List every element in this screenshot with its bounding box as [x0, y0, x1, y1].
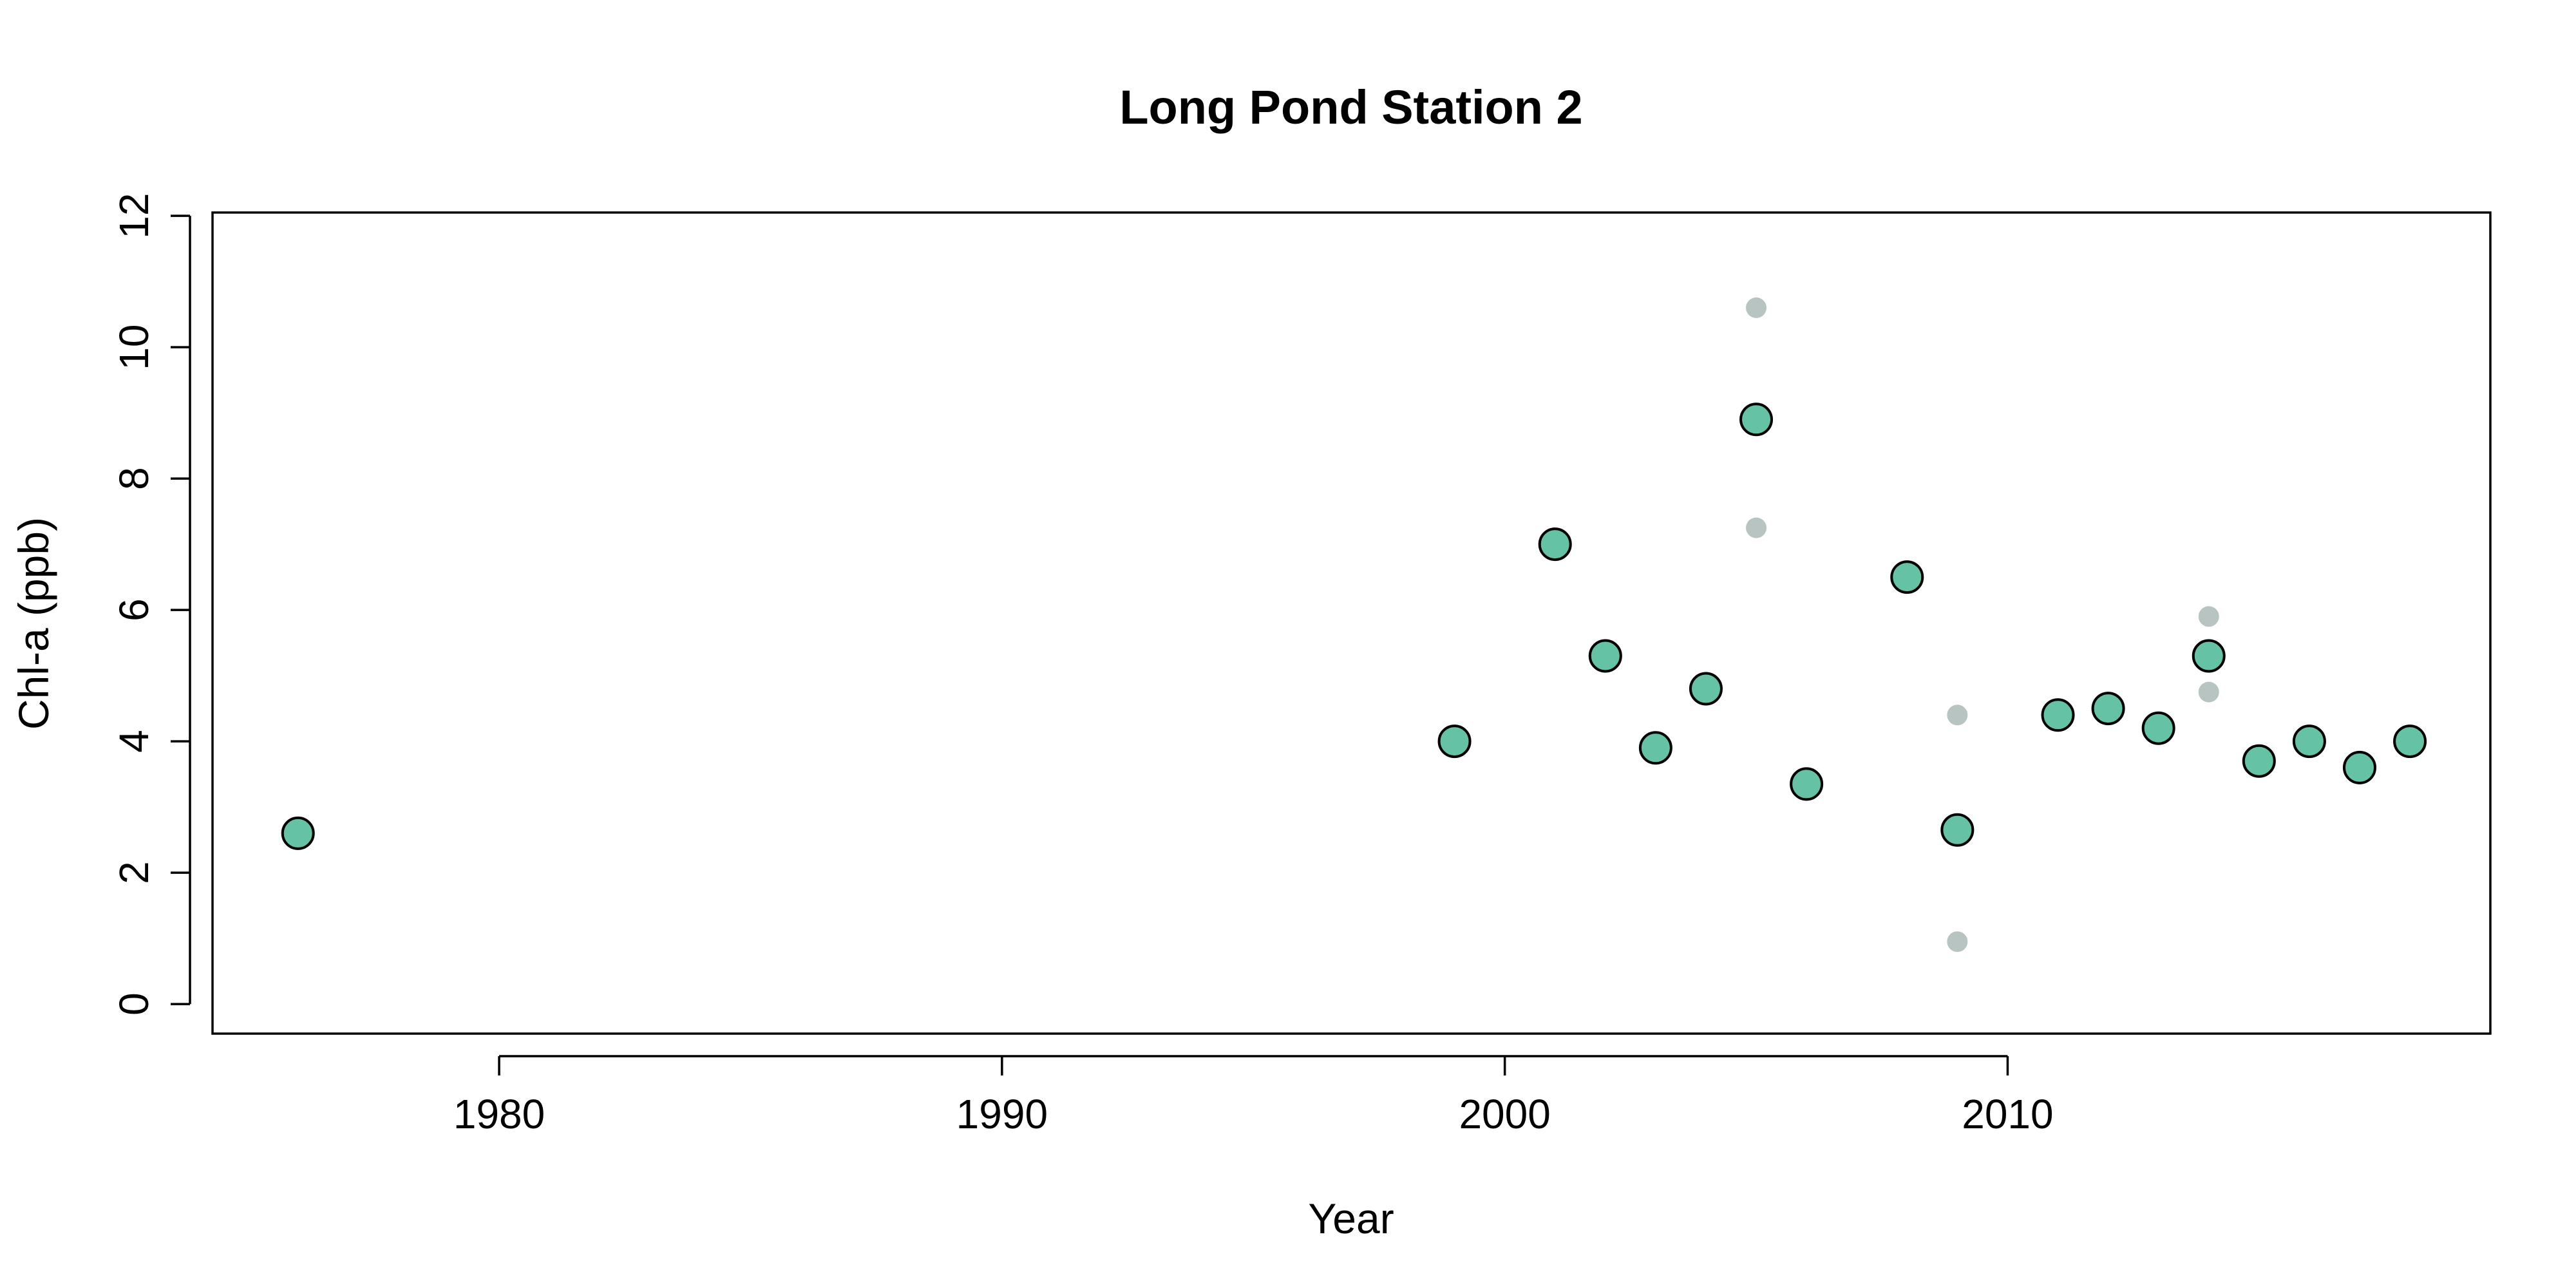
mean-point — [1588, 639, 1622, 673]
sample-point — [1746, 297, 1767, 318]
mean-point — [1890, 560, 1924, 594]
x-tick-label: 1990 — [956, 1091, 1048, 1137]
y-tick-label: 10 — [111, 325, 157, 370]
mean-point — [2041, 698, 2075, 732]
mean-point — [2342, 750, 2376, 784]
mean-point — [1940, 813, 1975, 847]
y-tick-label: 6 — [111, 598, 157, 621]
mean-points-layer — [281, 402, 2427, 850]
x-axis-label: Year — [1308, 1195, 1394, 1242]
mean-point — [2393, 724, 2427, 759]
sample-points-layer — [1746, 297, 2219, 952]
sample-point — [2198, 606, 2219, 627]
mean-point — [2292, 724, 2326, 759]
mean-point — [281, 816, 315, 850]
mean-point — [1437, 724, 1472, 759]
plot-frame — [211, 211, 2492, 1035]
y-tick-label: 8 — [111, 467, 157, 490]
mean-point — [2141, 711, 2175, 745]
mean-point — [2242, 744, 2276, 778]
mean-point — [2091, 692, 2125, 726]
y-tick-label: 0 — [111, 992, 157, 1016]
mean-point — [1790, 767, 1824, 801]
chart-title: Long Pond Station 2 — [1119, 80, 1582, 134]
mean-point — [1689, 672, 1723, 706]
y-axis: 0 2 4 6 8 10 12 — [111, 193, 191, 1016]
mean-point — [2192, 639, 2226, 673]
x-axis: 1980 1990 2000 2010 — [453, 1055, 2054, 1137]
y-axis-label: Chl-a (ppb) — [10, 517, 57, 730]
x-tick-label: 2000 — [1459, 1091, 1550, 1137]
sample-point — [1746, 517, 1767, 538]
y-tick-label: 2 — [111, 861, 157, 884]
y-tick-label: 4 — [111, 730, 157, 753]
mean-point — [1538, 527, 1572, 562]
sample-point — [1947, 705, 1968, 726]
x-tick-label: 2010 — [1962, 1091, 2053, 1137]
sample-point — [2198, 681, 2219, 703]
mean-point — [1638, 731, 1672, 765]
y-tick-label: 12 — [111, 193, 157, 239]
mean-point — [1739, 402, 1774, 437]
x-tick-label: 1980 — [453, 1091, 545, 1137]
sample-point — [1947, 931, 1968, 952]
